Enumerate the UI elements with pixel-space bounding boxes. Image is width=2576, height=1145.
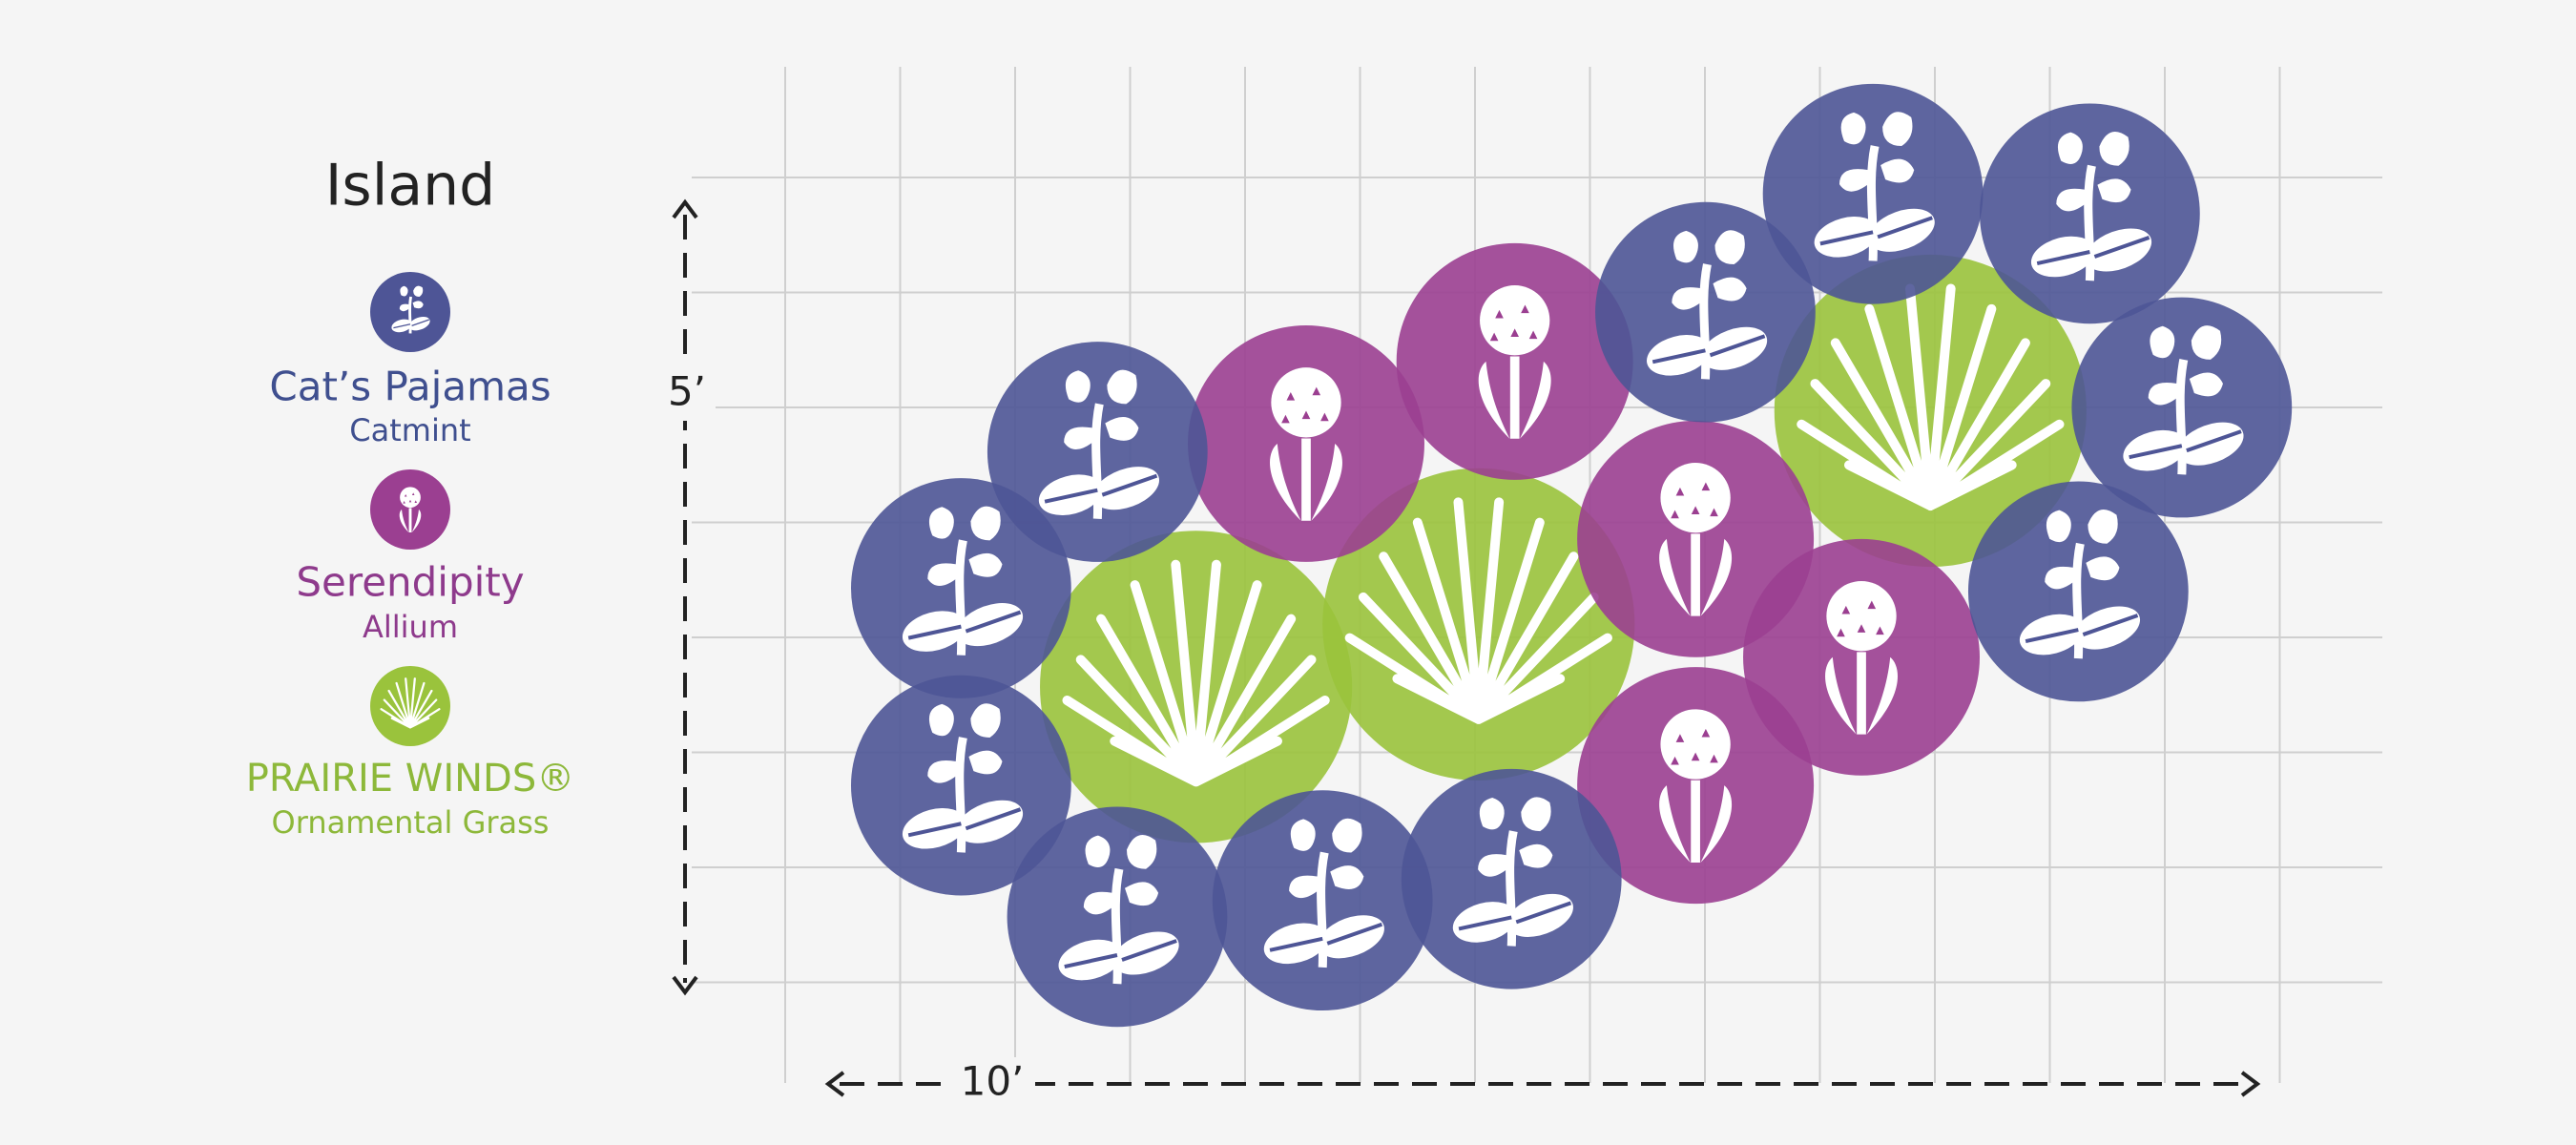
grass-circle — [1040, 531, 1353, 843]
label-backdrop — [658, 367, 716, 421]
catmint-plant — [1007, 806, 1228, 1028]
legend-name: Serendipity — [296, 559, 524, 606]
planting-plan — [850, 83, 2293, 1028]
grass-plant — [1322, 468, 1635, 781]
catmint-plant — [2071, 297, 2293, 518]
catmint-plant — [850, 478, 1071, 698]
catmint-plant — [1762, 83, 1984, 304]
catmint-plant — [1595, 201, 1816, 423]
width-dimension — [824, 1071, 2261, 1097]
allium-plant — [1577, 667, 1815, 905]
catmint-plant — [850, 675, 1071, 896]
allium-plant — [1396, 242, 1633, 480]
legend-type: Allium — [363, 609, 458, 645]
catmint-plant — [1401, 768, 1622, 989]
legend-icon-grass — [370, 666, 450, 746]
height-dimension — [672, 198, 698, 996]
catmint-plant — [1212, 790, 1433, 1011]
width-label: 10’ — [961, 1058, 1025, 1105]
legend-name: Cat’s Pajamas — [269, 364, 551, 410]
catmint-plant — [1980, 103, 2200, 324]
catmint-plant — [987, 342, 1208, 562]
allium-plant — [1188, 324, 1424, 562]
grass-circle — [1774, 254, 2087, 568]
catmint-plant — [1967, 481, 2189, 702]
diagram-title: Island — [325, 153, 496, 219]
legend-type: Catmint — [349, 412, 470, 448]
grass-plant — [1774, 254, 2087, 568]
grass-circle — [1322, 468, 1635, 781]
legend-type: Ornamental Grass — [272, 804, 550, 841]
legend-name: PRAIRIE WINDS® — [246, 757, 575, 801]
grass-plant — [1040, 531, 1353, 843]
height-label: 5’ — [668, 368, 706, 415]
label-backdrop — [949, 1057, 1035, 1111]
allium-plant — [1577, 420, 1815, 657]
allium-plant — [1743, 538, 1981, 776]
